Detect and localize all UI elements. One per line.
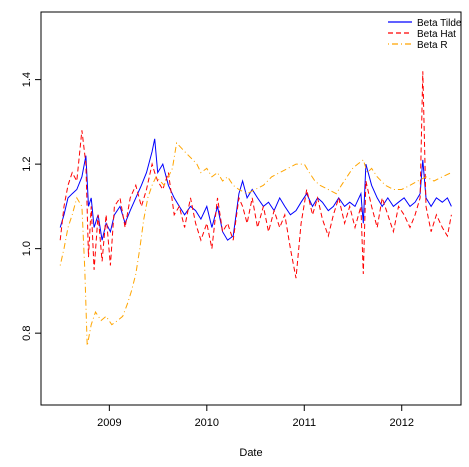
y-tick-label: 0.8 — [21, 326, 33, 341]
x-tick-label: 2012 — [389, 417, 413, 429]
legend-label-beta-r: Beta R — [417, 40, 448, 51]
x-axis: 2009 2010 2011 2012 — [97, 404, 414, 429]
series-line-beta-r — [59, 141, 452, 346]
series-line-beta-hat — [59, 71, 452, 279]
series-layer — [59, 71, 452, 346]
legend-label-beta-tilde: Beta Tilde — [417, 18, 462, 29]
x-axis-label: Date — [239, 447, 262, 459]
y-tick-label: 1.4 — [21, 72, 33, 87]
y-tick-label: 1.0 — [21, 241, 33, 256]
series-line-beta-tilde — [59, 138, 452, 241]
x-tick-label: 2010 — [195, 417, 219, 429]
x-tick-label: 2009 — [97, 417, 121, 429]
y-tick-label: 1.2 — [21, 156, 33, 171]
x-tick-label: 2011 — [292, 417, 316, 429]
y-axis: 0.8 1.0 1.2 1.4 — [21, 72, 42, 341]
legend-label-beta-hat: Beta Hat — [417, 29, 456, 40]
